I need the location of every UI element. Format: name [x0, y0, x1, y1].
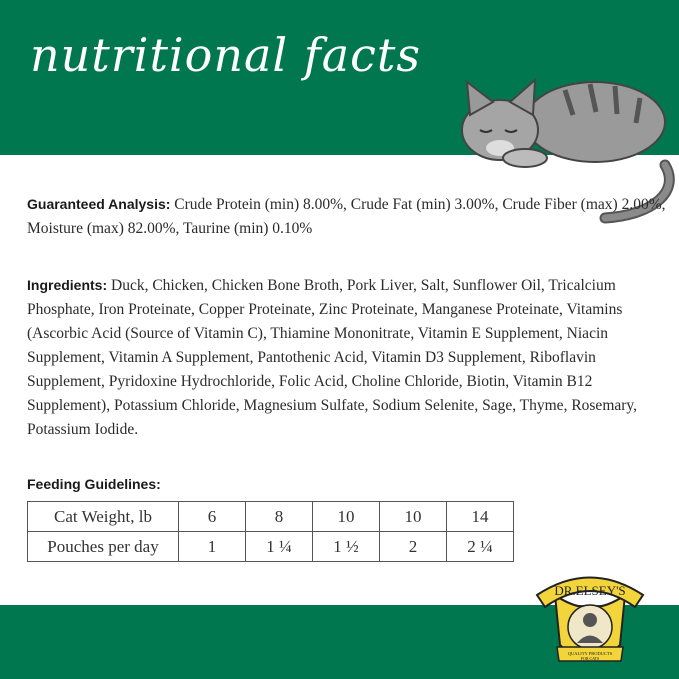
svg-text:FOR CATS: FOR CATS: [581, 656, 600, 661]
table-row: Pouches per day 1 1 ¼ 1 ½ 2 2 ¼: [27, 531, 514, 562]
table-cell: 8: [245, 501, 313, 532]
table-cell: 10: [312, 501, 380, 532]
table-cell: 1: [178, 531, 246, 562]
guaranteed-analysis: Guaranteed Analysis: Crude Protein (min)…: [27, 192, 667, 241]
row-header: Pouches per day: [27, 531, 179, 562]
guaranteed-analysis-label: Guaranteed Analysis:: [27, 196, 171, 212]
row-header: Cat Weight, lb: [27, 501, 179, 532]
svg-text:QUALITY PRODUCTS: QUALITY PRODUCTS: [568, 651, 613, 656]
table-cell: 2: [379, 531, 447, 562]
table-cell: 6: [178, 501, 246, 532]
table-cell: 1 ½: [312, 531, 380, 562]
table-cell: 14: [446, 501, 514, 532]
svg-text:DR.ELSEY'S: DR.ELSEY'S: [554, 583, 625, 598]
page-title: nutritional facts: [30, 28, 422, 82]
ingredients-text: Duck, Chicken, Chicken Bone Broth, Pork …: [27, 277, 638, 438]
table-row: Cat Weight, lb 6 8 10 10 14: [27, 501, 514, 532]
table-cell: 10: [379, 501, 447, 532]
ingredients-label: Ingredients:: [27, 277, 108, 293]
dr-elseys-logo: DR.ELSEY'S QUALITY PRODUCTS FOR CATS: [535, 576, 645, 662]
sleeping-cat-illustration: [461, 77, 675, 224]
guaranteed-analysis-text: Crude Protein (min) 8.00%, Crude Fat (mi…: [27, 196, 666, 237]
feeding-guidelines-label: Feeding Guidelines:: [27, 476, 161, 492]
table-cell: 1 ¼: [245, 531, 313, 562]
ingredients: Ingredients: Duck, Chicken, Chicken Bone…: [27, 273, 667, 442]
table-cell: 2 ¼: [446, 531, 514, 562]
feeding-table: Cat Weight, lb 6 8 10 10 14 Pouches per …: [27, 501, 514, 562]
